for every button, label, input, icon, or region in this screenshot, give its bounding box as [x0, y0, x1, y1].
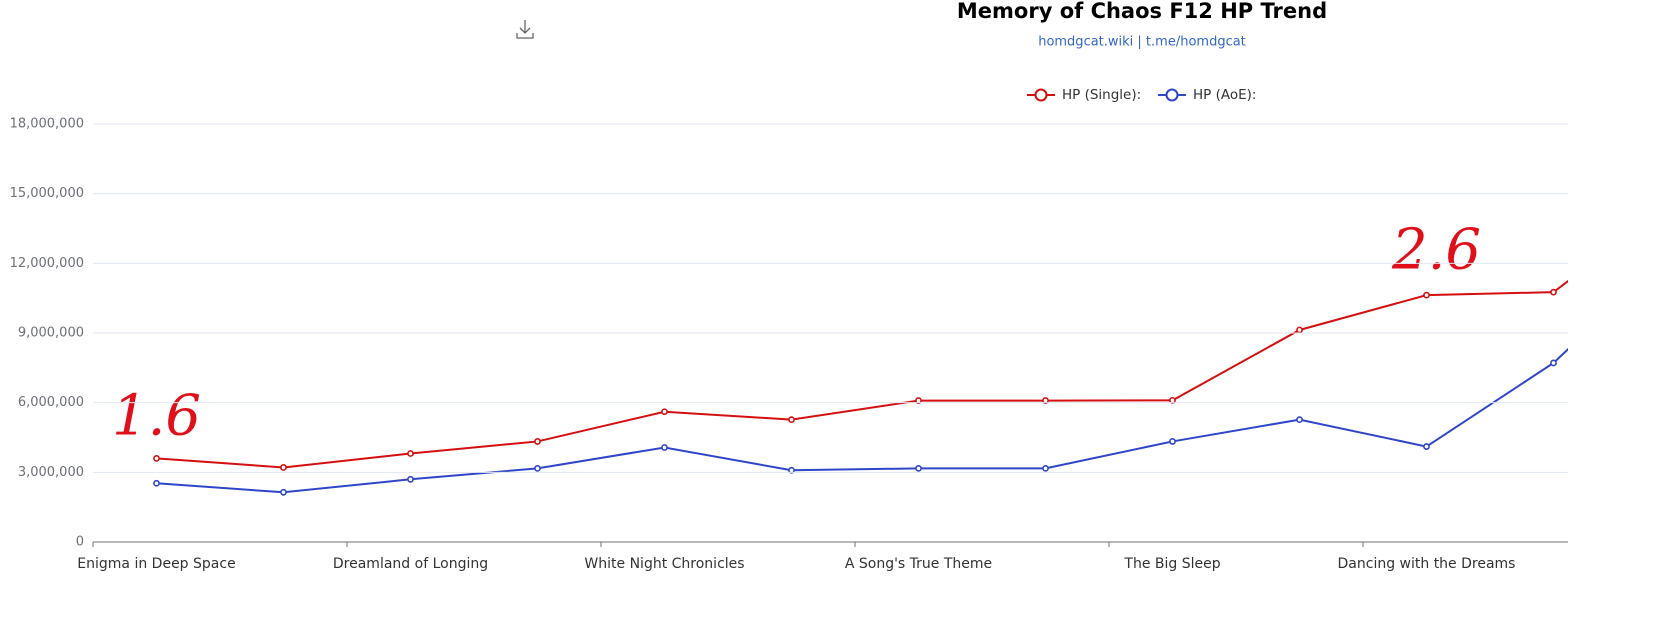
chart-subtitle: homdgcat.wiki | t.me/homdgcat [1038, 35, 1246, 50]
data-point [1550, 288, 1557, 296]
data-point [788, 416, 795, 424]
legend-icon [1034, 88, 1048, 102]
data-point [915, 397, 922, 404]
data-point [407, 450, 414, 457]
download-icon[interactable] [516, 20, 534, 39]
data-point [534, 438, 541, 445]
chart-title: Memory of Chaos F12 HP Trend [957, 0, 1327, 23]
plot-area [153, 279, 1568, 496]
x-tick-label: Enigma in Deep Space [77, 556, 235, 572]
data-point [153, 479, 160, 487]
y-tick-label: 6,000,000 [18, 395, 84, 410]
data-point [1042, 464, 1049, 472]
y-tick-label: 3,000,000 [18, 465, 84, 480]
annotation: 2.6 [1391, 218, 1481, 283]
data-point [788, 466, 795, 474]
data-point [280, 488, 287, 496]
data-point [1169, 438, 1176, 445]
data-point [1169, 396, 1176, 404]
data-point [1423, 443, 1430, 450]
data-point [407, 475, 414, 483]
y-tick-label: 15,000,000 [10, 186, 84, 201]
data-point [915, 464, 922, 472]
x-tick-label: Dreamland of Longing [333, 556, 488, 572]
data-point [153, 454, 160, 462]
x-tick-label: A Song's True Theme [845, 556, 992, 572]
x-tick-label: Dancing with the Dreams [1338, 556, 1516, 572]
data-point [661, 444, 668, 451]
data-point [1423, 291, 1430, 299]
data-point [1042, 397, 1049, 404]
y-tick-label: 0 [76, 535, 84, 550]
legend-icon [1165, 88, 1179, 102]
legend-label: HP (AoE): [1193, 87, 1256, 103]
data-point [661, 408, 668, 416]
y-tick-label: 9,000,000 [18, 326, 84, 341]
x-tick-label: White Night Chronicles [584, 556, 744, 572]
y-tick-label: 18,000,000 [10, 117, 84, 132]
data-point [1296, 326, 1303, 334]
data-point [280, 464, 287, 471]
y-tick-label: 12,000,000 [10, 256, 84, 271]
x-tick-label: The Big Sleep [1123, 556, 1220, 572]
annotation: 1.6 [112, 384, 201, 449]
data-point [1296, 416, 1303, 424]
data-point [534, 464, 541, 472]
data-point [1550, 359, 1557, 367]
legend-label: HP (Single): [1062, 87, 1141, 103]
